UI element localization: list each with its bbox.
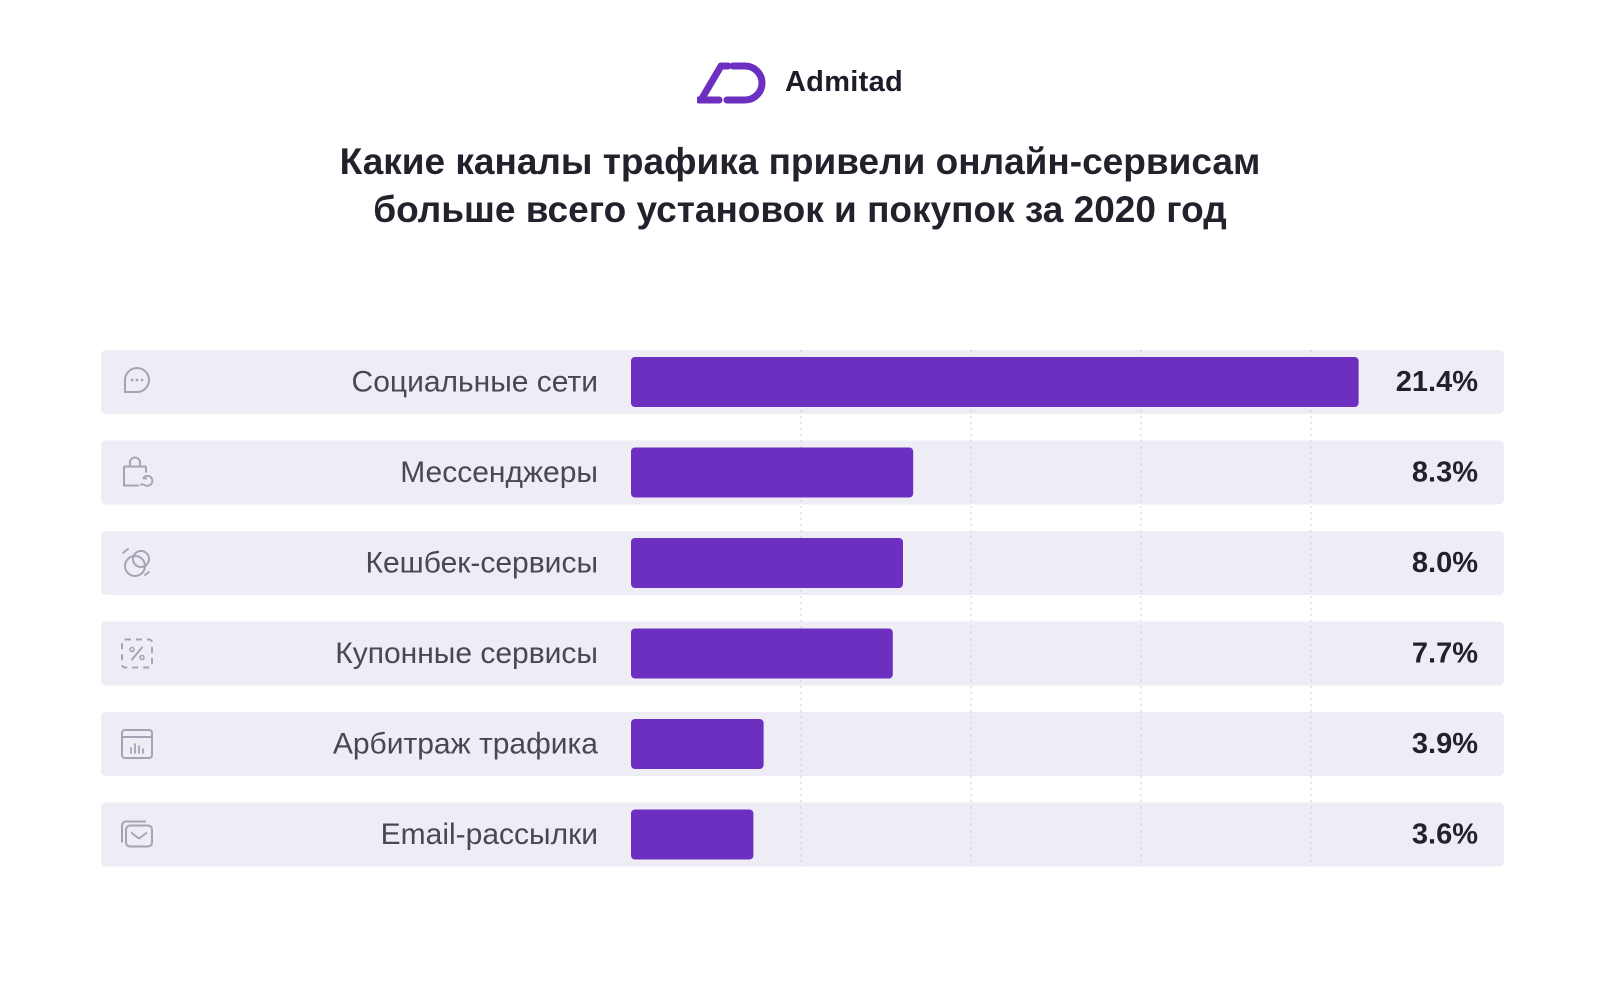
category-label: Социальные сети — [352, 366, 598, 399]
bar — [631, 719, 764, 769]
value-label: 8.0% — [1412, 547, 1478, 579]
category-label: Кешбек-сервисы — [366, 547, 599, 580]
row-background — [101, 712, 1504, 776]
bar — [631, 628, 893, 679]
admitad-logo-icon — [696, 62, 766, 104]
bar — [631, 447, 914, 498]
brand-name: Admitad — [784, 65, 904, 98]
value-label: 7.7% — [1412, 638, 1478, 670]
row-background — [101, 802, 1504, 867]
chat-icon — [124, 367, 150, 393]
bar — [631, 357, 1359, 407]
value-label: 3.9% — [1412, 728, 1478, 760]
bar — [631, 809, 754, 860]
cashback-icon — [122, 548, 150, 577]
chart-title-line: больше всего установок и покупок за 2020… — [373, 189, 1227, 230]
value-label: 21.4% — [1396, 366, 1478, 398]
chart-title-line: Какие каналы трафика привели онлайн-серв… — [339, 141, 1261, 182]
category-label: Купонные сервисы — [335, 637, 598, 670]
chart-title: Какие каналы трафика привели онлайн-серв… — [0, 138, 1600, 234]
category-label: Email-рассылки — [381, 818, 598, 851]
brand-logo: Admitad — [0, 60, 1600, 104]
bar — [631, 538, 903, 588]
email-icon — [121, 820, 153, 848]
value-label: 8.3% — [1412, 457, 1478, 489]
browser-chart-icon — [121, 729, 153, 759]
category-label: Мессенджеры — [400, 456, 598, 489]
value-label: 3.6% — [1412, 819, 1478, 851]
shopping-bag-icon — [123, 456, 154, 487]
coupon-icon — [121, 638, 153, 669]
category-label: Арбитраж трафика — [333, 728, 598, 761]
